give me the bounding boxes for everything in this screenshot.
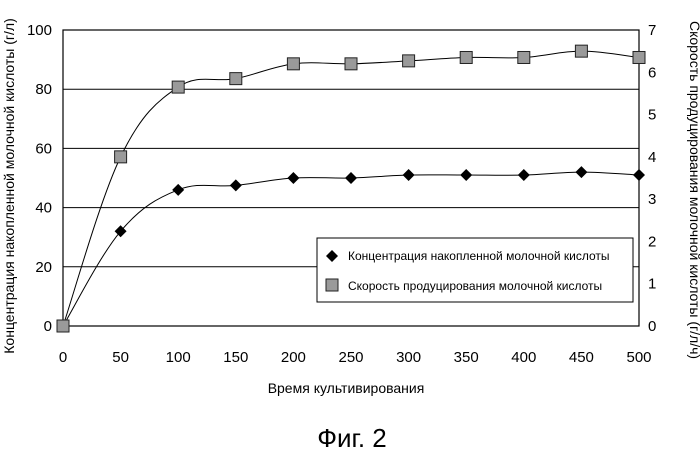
y-left-axis-label: Концентрация накопленной молочной кислот… [1,18,17,353]
rate-point [230,73,242,85]
rate-point [57,320,69,332]
rate-point [172,81,184,93]
legend-entry-rate: Скорость продуцирования молочной кислоты [348,279,602,293]
concentration-point [575,166,587,178]
rate-point [460,51,472,63]
concentration-point [287,172,299,184]
legend-entry-concentration: Концентрация накопленной молочной кислот… [348,249,610,263]
x-tick-label: 50 [112,349,129,366]
x-tick-label: 500 [626,349,651,366]
y-right-tick-labels: 0 1 2 3 4 5 6 7 [648,22,656,335]
x-tick-label: 250 [338,349,363,366]
concentration-point [345,172,357,184]
x-tick-label: 300 [396,349,421,366]
concentration-point [403,169,415,181]
y-left-tick-label: 80 [35,81,52,98]
rate-point [575,45,587,57]
concentration-point [172,184,184,196]
x-tick-label: 350 [454,349,479,366]
y-right-axis-label: Скорость продуцирования молочной кислоты… [687,21,700,359]
rate-point [115,151,127,163]
x-tick-label: 400 [511,349,536,366]
x-tick-label: 200 [281,349,306,366]
legend: Концентрация накопленной молочной кислот… [317,238,633,302]
y-left-tick-label: 0 [44,318,52,335]
y-right-tick-label: 4 [648,149,656,166]
y-right-tick-label: 7 [648,22,656,39]
y-left-tick-label: 40 [35,200,52,217]
concentration-point [633,169,645,181]
legend-square-marker [326,279,338,291]
rate-point [403,55,415,67]
y-left-tick-label: 100 [27,22,52,39]
concentration-point [460,169,472,181]
rate-point [633,51,645,63]
x-tick-labels: 0 50 100 150 200 250 300 350 400 450 500 [59,349,652,366]
concentration-point [230,179,242,191]
y-right-tick-label: 1 [648,276,656,293]
y-right-tick-label: 0 [648,318,656,335]
y-right-tick-label: 3 [648,191,656,208]
figure-caption: Фиг. 2 [317,423,387,453]
x-tick-label: 150 [223,349,248,366]
y-left-tick-label: 60 [35,140,52,157]
x-tick-label: 0 [59,349,67,366]
x-axis-label: Время культивирования [268,380,425,396]
y-right-tick-label: 5 [648,107,656,124]
y-left-tick-labels: 0 20 40 60 80 100 [27,22,52,335]
x-tick-label: 450 [569,349,594,366]
x-tick-label: 100 [166,349,191,366]
rate-point [287,58,299,70]
concentration-point [518,169,530,181]
rate-point [345,58,357,70]
y-left-tick-label: 20 [35,259,52,276]
y-right-tick-label: 2 [648,233,656,250]
y-right-tick-label: 6 [648,64,656,81]
rate-point [518,51,530,63]
